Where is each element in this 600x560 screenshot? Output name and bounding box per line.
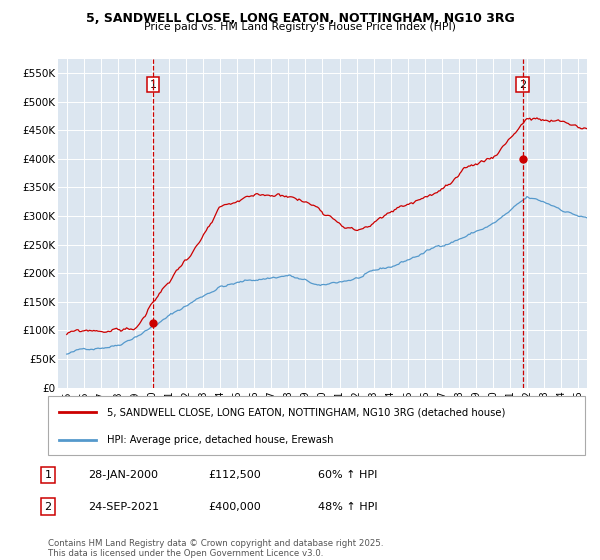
Text: 5, SANDWELL CLOSE, LONG EATON, NOTTINGHAM, NG10 3RG (detached house): 5, SANDWELL CLOSE, LONG EATON, NOTTINGHA… <box>107 407 505 417</box>
Text: 2: 2 <box>519 80 526 90</box>
Text: Price paid vs. HM Land Registry's House Price Index (HPI): Price paid vs. HM Land Registry's House … <box>144 22 456 32</box>
Text: 1: 1 <box>44 470 52 480</box>
Text: 48% ↑ HPI: 48% ↑ HPI <box>318 502 377 512</box>
Text: 1: 1 <box>149 80 157 90</box>
FancyBboxPatch shape <box>48 396 585 455</box>
Text: Contains HM Land Registry data © Crown copyright and database right 2025.
This d: Contains HM Land Registry data © Crown c… <box>48 539 383 558</box>
Text: 2: 2 <box>44 502 52 512</box>
Text: £400,000: £400,000 <box>208 502 261 512</box>
Text: 28-JAN-2000: 28-JAN-2000 <box>88 470 158 480</box>
Text: £112,500: £112,500 <box>208 470 261 480</box>
Text: 24-SEP-2021: 24-SEP-2021 <box>88 502 159 512</box>
Text: 60% ↑ HPI: 60% ↑ HPI <box>318 470 377 480</box>
Text: HPI: Average price, detached house, Erewash: HPI: Average price, detached house, Erew… <box>107 435 334 445</box>
Text: 5, SANDWELL CLOSE, LONG EATON, NOTTINGHAM, NG10 3RG: 5, SANDWELL CLOSE, LONG EATON, NOTTINGHA… <box>86 12 514 25</box>
